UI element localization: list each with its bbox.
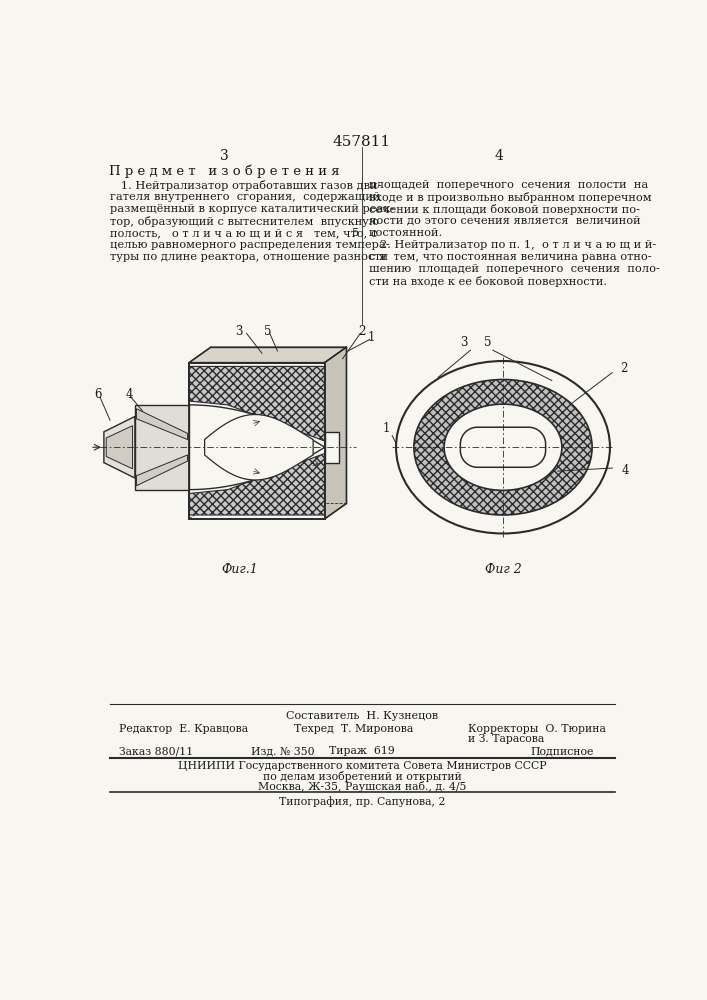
- Text: 2: 2: [620, 362, 628, 375]
- Text: 3: 3: [460, 336, 468, 349]
- Polygon shape: [189, 366, 325, 441]
- Text: 3: 3: [235, 325, 243, 338]
- Polygon shape: [136, 409, 187, 440]
- Text: Москва, Ж-35, Раушская наб., д. 4/5: Москва, Ж-35, Раушская наб., д. 4/5: [258, 781, 466, 792]
- Text: сти на входе к ее боковой поверхности.: сти на входе к ее боковой поверхности.: [369, 276, 607, 287]
- Text: гателя внутреннего  сгорания,  содержащий: гателя внутреннего сгорания, содержащий: [110, 192, 380, 202]
- Text: площадей  поперечного  сечения  полости  на: площадей поперечного сечения полости на: [369, 180, 648, 190]
- Polygon shape: [460, 427, 546, 467]
- Text: 5: 5: [351, 228, 359, 238]
- Polygon shape: [189, 405, 325, 490]
- Text: П р е д м е т   и з о б р е т е н и я: П р е д м е т и з о б р е т е н и я: [109, 165, 339, 178]
- Text: Редактор  Е. Кравцова: Редактор Е. Кравцова: [119, 724, 248, 734]
- Text: входе и в произвольно выбранном поперечном: входе и в произвольно выбранном поперечн…: [369, 192, 652, 203]
- Text: 4: 4: [495, 149, 503, 163]
- Text: Фиг 2: Фиг 2: [484, 563, 521, 576]
- Text: 1. Нейтрализатор отработавших газов дви-: 1. Нейтрализатор отработавших газов дви-: [110, 180, 382, 191]
- Text: и З. Тарасова: и З. Тарасова: [468, 734, 544, 744]
- Text: 5: 5: [484, 336, 491, 349]
- Text: Корректоры  О. Тюрина: Корректоры О. Тюрина: [468, 724, 606, 734]
- Text: ЦНИИПИ Государственного комитета Совета Министров СССР: ЦНИИПИ Государственного комитета Совета …: [177, 761, 547, 771]
- Text: 2. Нейтрализатор по п. 1,  о т л и ч а ю щ и й-: 2. Нейтрализатор по п. 1, о т л и ч а ю …: [369, 240, 656, 250]
- Text: размещённый в корпусе каталитический реак-: размещённый в корпусе каталитический реа…: [110, 204, 395, 214]
- Polygon shape: [189, 363, 325, 519]
- Text: 4: 4: [126, 388, 133, 401]
- Text: тор, образующий с вытеснителем  впускную: тор, образующий с вытеснителем впускную: [110, 216, 379, 227]
- Polygon shape: [204, 415, 313, 480]
- Text: постоянной.: постоянной.: [369, 228, 443, 238]
- Text: 6: 6: [95, 388, 103, 401]
- Text: 457811: 457811: [333, 135, 391, 149]
- Polygon shape: [136, 455, 187, 486]
- Text: шению  площадей  поперечного  сечения  поло-: шению площадей поперечного сечения поло-: [369, 264, 660, 274]
- Ellipse shape: [414, 379, 592, 515]
- Polygon shape: [104, 416, 135, 478]
- Text: 5: 5: [264, 325, 271, 338]
- Polygon shape: [106, 426, 132, 469]
- Ellipse shape: [444, 404, 562, 490]
- Text: с я  тем, что постоянная величина равна отно-: с я тем, что постоянная величина равна о…: [369, 252, 652, 262]
- Polygon shape: [325, 432, 339, 463]
- Text: полость,   о т л и ч а ю щ и й с я   тем, что, с: полость, о т л и ч а ю щ и й с я тем, чт…: [110, 228, 378, 238]
- Text: Заказ 880/11: Заказ 880/11: [119, 746, 194, 756]
- Text: лости до этого сечения является  величиной: лости до этого сечения является величино…: [369, 216, 641, 226]
- Text: Изд. № 350: Изд. № 350: [251, 746, 315, 756]
- Text: 1: 1: [368, 331, 375, 344]
- Text: Техред  Т. Миронова: Техред Т. Миронова: [293, 724, 413, 734]
- Text: Фиг.1: Фиг.1: [221, 563, 258, 576]
- Text: сечении к площади боковой поверхности по-: сечении к площади боковой поверхности по…: [369, 204, 640, 215]
- Polygon shape: [189, 347, 346, 363]
- Text: 4: 4: [621, 464, 629, 477]
- Text: Типография, пр. Сапунова, 2: Типография, пр. Сапунова, 2: [279, 796, 445, 807]
- Polygon shape: [189, 453, 325, 515]
- Ellipse shape: [396, 361, 610, 533]
- Polygon shape: [135, 405, 189, 490]
- Text: 2: 2: [358, 325, 366, 338]
- Text: 1: 1: [383, 422, 390, 434]
- Text: туры по длине реактора, отношение разности: туры по длине реактора, отношение разнос…: [110, 252, 388, 262]
- Text: Подписное: Подписное: [530, 746, 593, 756]
- Text: целью равномерного распределения темпера-: целью равномерного распределения темпера…: [110, 240, 390, 250]
- Polygon shape: [325, 347, 346, 519]
- Text: Тираж  619: Тираж 619: [329, 746, 395, 756]
- Text: по делам изобретений и открытий: по делам изобретений и открытий: [262, 771, 462, 782]
- Text: 3: 3: [220, 149, 228, 163]
- Text: Составитель  Н. Кузнецов: Составитель Н. Кузнецов: [286, 711, 438, 721]
